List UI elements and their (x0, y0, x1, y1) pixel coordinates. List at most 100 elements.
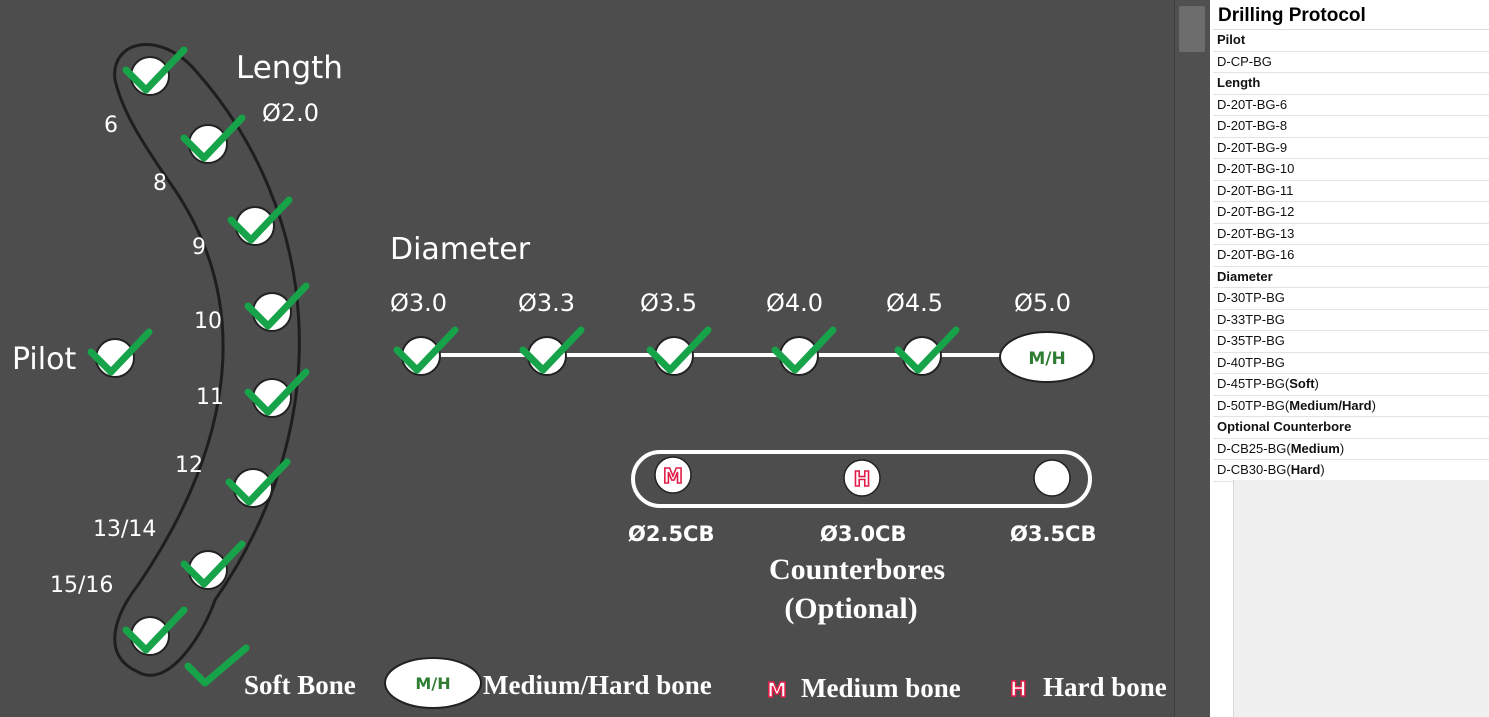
protocol-row[interactable]: D-35TP-BG (1213, 331, 1489, 353)
legend-m-icon: M (767, 678, 787, 702)
protocol-row[interactable]: D-20T-BG-6 (1213, 95, 1489, 116)
legend-medium-hard-bone: Medium/Hard bone (483, 670, 712, 700)
legend-hard-bone: Hard bone (1043, 672, 1167, 702)
protocol-row-text: D-20T-BG-9 (1217, 139, 1288, 155)
drilling-diagram: Length Ø2.0 6 8 9 10 11 12 13/14 15/16 P… (12, 43, 1167, 709)
counterbore-2-5-marker[interactable] (654, 456, 692, 494)
diameter-3-0-check-icon[interactable] (397, 330, 455, 375)
protocol-row[interactable]: D-20T-BG-12 (1213, 202, 1489, 224)
protocol-row-text: D-CB25-BG (1217, 440, 1287, 456)
length-label-12: 12 (175, 453, 203, 478)
length-label-10: 10 (194, 309, 222, 334)
protocol-row-text: D-20T-BG-8 (1217, 118, 1288, 133)
length-13-14-check-icon[interactable] (184, 544, 242, 589)
diameter-5-0-mh-badge[interactable] (999, 331, 1095, 383)
legend-medium-bone: Medium bone (801, 673, 961, 703)
protocol-section-header: Diameter (1213, 267, 1489, 288)
legend-soft-bone: Soft Bone (244, 670, 356, 700)
diameter-label-5-0: Ø5.0 (1014, 289, 1071, 317)
empty-sheet-area (1233, 480, 1489, 717)
pilot-label: Pilot (12, 342, 76, 377)
protocol-row-text: D-20T-BG-10 (1217, 161, 1295, 176)
protocol-row[interactable]: D-50TP-BG(Medium/Hard) (1213, 396, 1489, 417)
scrollbar-thumb[interactable] (1179, 6, 1205, 52)
counterbore-label-2-5: Ø2.5CB (628, 522, 714, 546)
protocol-row[interactable]: D-20T-BG-10 (1213, 159, 1489, 181)
protocol-row-bone-type: Medium (1290, 440, 1340, 456)
protocol-row-text: D-40TP-BG (1217, 354, 1285, 370)
protocol-section-header: Optional Counterbore (1213, 417, 1489, 439)
protocol-row-text: D-50TP-BG (1217, 397, 1285, 413)
length-label-9: 9 (192, 235, 206, 260)
length-label-11: 11 (196, 385, 224, 410)
protocol-row[interactable]: D-CP-BG (1213, 52, 1489, 73)
protocol-row[interactable]: D-20T-BG-16 (1213, 245, 1489, 267)
diameter-3-5-check-icon[interactable] (650, 330, 708, 375)
diameter-label-4-5: Ø4.5 (886, 289, 943, 317)
protocol-row-text: D-CB30-BG (1217, 462, 1287, 477)
counterbores-title: Counterbores (769, 553, 945, 586)
protocol-row-text: D-30TP-BG (1217, 290, 1285, 305)
length-8-check-icon[interactable] (184, 118, 242, 163)
protocol-row-text: Pilot (1217, 32, 1246, 47)
legend-soft-check-icon (184, 644, 250, 687)
legend-mh-badge-text: M/H (415, 674, 450, 693)
counterbores-subtitle: (Optional) (784, 592, 917, 625)
counterbore-track (631, 450, 1092, 508)
protocol-row-text: Optional Counterbore (1217, 419, 1352, 434)
protocol-section-header: Pilot (1213, 30, 1489, 52)
protocol-row-text: D-33TP-BG (1217, 311, 1285, 327)
protocol-section-header: Length (1213, 73, 1489, 95)
counterbore-h-icon: H (854, 467, 871, 491)
mh-badge-text: M/H (1028, 349, 1065, 369)
diameter-label-3-0: Ø3.0 (390, 289, 447, 317)
drilling-diagram-canvas: Length Ø2.0 6 8 9 10 11 12 13/14 15/16 P… (0, 0, 1210, 717)
protocol-row[interactable]: D-20T-BG-8 (1213, 116, 1489, 138)
protocol-row[interactable]: D-20T-BG-9 (1213, 138, 1489, 159)
legend-h-icon: H (1010, 677, 1027, 701)
pilot-check-icon[interactable] (91, 332, 149, 377)
protocol-row-text: D-20T-BG-16 (1217, 247, 1295, 262)
drilling-protocol-list: Pilot D-CP-BG Length D-20T-BG-6 D-20T-BG-8 D-… (1213, 30, 1489, 482)
protocol-row-bone-type: Medium/Hard (1289, 397, 1372, 413)
drilling-protocol-panel: Drilling Protocol Pilot D-CP-BG Length D-20… (1213, 0, 1489, 717)
protocol-row-text: D-20T-BG-6 (1217, 96, 1288, 112)
protocol-row[interactable]: D-20T-BG-11 (1213, 181, 1489, 202)
protocol-row[interactable]: D-20T-BG-13 (1213, 224, 1489, 245)
protocol-row-text: D-35TP-BG (1217, 333, 1285, 348)
diameter-4-5-check-icon[interactable] (898, 330, 956, 375)
counterbore-3-5-marker[interactable] (1033, 459, 1071, 497)
counterbore-3-0-marker[interactable] (843, 459, 881, 497)
protocol-row[interactable]: D-CB30-BG(Hard) (1213, 460, 1489, 482)
diameter-4-0-check-icon[interactable] (775, 330, 833, 375)
protocol-row[interactable]: D-30TP-BG (1213, 288, 1489, 310)
protocol-row-text: D-20T-BG-11 (1217, 182, 1294, 198)
legend-mh-badge (384, 657, 482, 709)
protocol-row-text: D-20T-BG-13 (1217, 225, 1295, 241)
protocol-row[interactable]: D-CB25-BG(Medium) (1213, 439, 1489, 460)
counterbore-m-icon: M (663, 464, 683, 488)
vertical-scrollbar[interactable] (1174, 0, 1210, 717)
protocol-row-text: D-20T-BG-12 (1217, 204, 1295, 219)
length-12-check-icon[interactable] (229, 462, 287, 507)
protocol-row[interactable]: D-40TP-BG (1213, 353, 1489, 374)
diameter-label-4-0: Ø4.0 (766, 289, 823, 317)
diameter-title: Diameter (390, 232, 531, 267)
length-6-check-icon[interactable] (126, 50, 184, 95)
diameter-3-3-check-icon[interactable] (523, 330, 581, 375)
protocol-row-bone-type: Hard (1290, 462, 1321, 477)
length-label-13-14: 13/14 (93, 517, 156, 542)
protocol-row-text: D-CP-BG (1217, 53, 1272, 69)
length-pathway (113, 43, 301, 677)
length-diameter-label: Ø2.0 (262, 99, 319, 127)
diameter-label-3-5: Ø3.5 (640, 289, 697, 317)
counterbore-label-3-5: Ø3.5CB (1010, 522, 1096, 546)
length-label-6: 6 (104, 113, 118, 138)
protocol-row-text: D-45TP-BG (1217, 376, 1285, 391)
protocol-row[interactable]: D-33TP-BG (1213, 310, 1489, 331)
counterbore-label-3-0: Ø3.0CB (820, 522, 906, 546)
protocol-row-bone-type: Soft (1289, 376, 1315, 391)
protocol-row[interactable]: D-45TP-BG(Soft) (1213, 374, 1489, 396)
length-15-16-check-icon[interactable] (126, 610, 184, 655)
length-label-15-16: 15/16 (50, 573, 113, 598)
